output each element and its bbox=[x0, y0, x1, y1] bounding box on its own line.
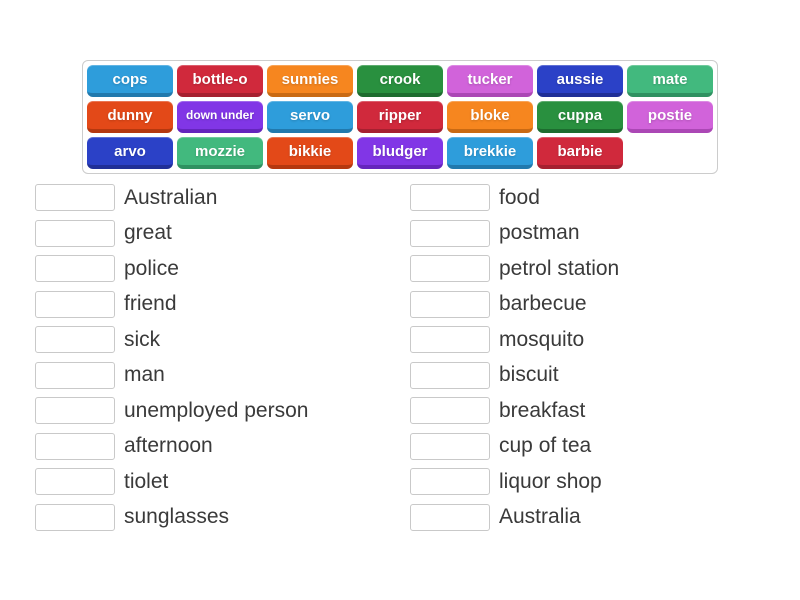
match-row: police bbox=[35, 255, 410, 282]
answer-slot-australia[interactable] bbox=[410, 503, 490, 531]
word-tile-barbie[interactable]: barbie bbox=[537, 137, 623, 169]
answer-slot-unemployed-person[interactable] bbox=[35, 397, 115, 424]
definition-label: mosquito bbox=[499, 327, 585, 351]
word-tile-sunnies[interactable]: sunnies bbox=[267, 65, 353, 97]
word-tile-crook[interactable]: crook bbox=[357, 65, 443, 97]
match-row: food bbox=[410, 184, 785, 211]
match-row: tiolet bbox=[35, 468, 410, 495]
definition-label: cup of tea bbox=[499, 434, 592, 457]
answer-slot-petrol-station[interactable] bbox=[410, 255, 490, 282]
definition-label: food bbox=[499, 185, 540, 209]
match-row: afternoon bbox=[35, 432, 410, 460]
answer-slot-breakfast[interactable] bbox=[410, 397, 490, 424]
word-tile-aussie[interactable]: aussie bbox=[537, 65, 623, 97]
match-row: sick bbox=[35, 326, 410, 353]
word-tile-tucker[interactable]: tucker bbox=[447, 65, 533, 97]
definition-label: biscuit bbox=[499, 363, 559, 386]
definition-label: postman bbox=[499, 221, 580, 244]
tile-row-3: arvo mozzie bikkie bludger brekkie barbi… bbox=[87, 137, 713, 169]
definition-label: afternoon bbox=[124, 434, 213, 457]
answer-slot-mosquito[interactable] bbox=[410, 326, 490, 353]
answer-slot-biscuit[interactable] bbox=[410, 361, 490, 389]
match-row: biscuit bbox=[410, 361, 785, 389]
answer-slot-liquor-shop[interactable] bbox=[410, 468, 490, 495]
match-row: liquor shop bbox=[410, 468, 785, 495]
match-row: great bbox=[35, 219, 410, 247]
answer-slot-friend[interactable] bbox=[35, 290, 115, 318]
word-tile-postie[interactable]: postie bbox=[627, 101, 713, 133]
answer-slot-food[interactable] bbox=[410, 184, 490, 211]
match-row: breakfast bbox=[410, 397, 785, 424]
match-row: unemployed person bbox=[35, 397, 410, 424]
word-tile-bikkie[interactable]: bikkie bbox=[267, 137, 353, 169]
answer-slot-afternoon[interactable] bbox=[35, 432, 115, 460]
match-column-right: food postman petrol station barbecue mos… bbox=[410, 184, 785, 539]
answer-slot-police[interactable] bbox=[35, 255, 115, 282]
definition-label: friend bbox=[124, 292, 177, 315]
answer-slot-man[interactable] bbox=[35, 361, 115, 389]
match-row: barbecue bbox=[410, 290, 785, 318]
tile-row-2: dunny down under servo ripper bloke cupp… bbox=[87, 101, 713, 133]
match-column-left: Australian great police friend sick man bbox=[35, 184, 410, 539]
definition-label: barbecue bbox=[499, 292, 587, 315]
definition-label: liquor shop bbox=[499, 469, 602, 493]
word-tile-ripper[interactable]: ripper bbox=[357, 101, 443, 133]
word-tile-cuppa[interactable]: cuppa bbox=[537, 101, 623, 133]
definition-label: tiolet bbox=[124, 469, 169, 493]
word-tile-brekkie[interactable]: brekkie bbox=[447, 137, 533, 169]
answer-slot-barbecue[interactable] bbox=[410, 290, 490, 318]
word-tile-tray: cops bottle-o sunnies crook tucker aussi… bbox=[82, 60, 718, 174]
word-tile-down-under[interactable]: down under bbox=[177, 101, 263, 133]
answer-slot-sunglasses[interactable] bbox=[35, 503, 115, 531]
word-tile-servo[interactable]: servo bbox=[267, 101, 353, 133]
answer-slot-postman[interactable] bbox=[410, 219, 490, 247]
word-tile-dunny[interactable]: dunny bbox=[87, 101, 173, 133]
match-row: sunglasses bbox=[35, 503, 410, 531]
answer-slot-cup-of-tea[interactable] bbox=[410, 432, 490, 460]
word-tile-mate[interactable]: mate bbox=[627, 65, 713, 97]
definition-label: petrol station bbox=[499, 256, 620, 280]
word-tile-bloke[interactable]: bloke bbox=[447, 101, 533, 133]
definition-label: sunglasses bbox=[124, 505, 230, 528]
match-row: Australian bbox=[35, 184, 410, 211]
definition-label: unemployed person bbox=[124, 398, 309, 422]
definition-label: man bbox=[124, 363, 165, 386]
match-row: Australia bbox=[410, 503, 785, 531]
answer-slot-tiolet[interactable] bbox=[35, 468, 115, 495]
tile-row-1: cops bottle-o sunnies crook tucker aussi… bbox=[87, 65, 713, 97]
answer-slot-australian[interactable] bbox=[35, 184, 115, 211]
word-tile-bludger[interactable]: bludger bbox=[357, 137, 443, 169]
word-tile-cops[interactable]: cops bbox=[87, 65, 173, 97]
word-tile-arvo[interactable]: arvo bbox=[87, 137, 173, 169]
definition-label: sick bbox=[124, 327, 161, 351]
match-row: mosquito bbox=[410, 326, 785, 353]
word-tile-mozzie[interactable]: mozzie bbox=[177, 137, 263, 169]
answer-slot-sick[interactable] bbox=[35, 326, 115, 353]
definition-label: police bbox=[124, 256, 179, 280]
word-tile-bottle-o[interactable]: bottle-o bbox=[177, 65, 263, 97]
answer-slot-great[interactable] bbox=[35, 219, 115, 247]
match-row: friend bbox=[35, 290, 410, 318]
match-row: postman bbox=[410, 219, 785, 247]
match-row: petrol station bbox=[410, 255, 785, 282]
definition-label: great bbox=[124, 221, 172, 244]
match-row: man bbox=[35, 361, 410, 389]
match-area: Australian great police friend sick man bbox=[35, 184, 785, 539]
match-row: cup of tea bbox=[410, 432, 785, 460]
definition-label: Australian bbox=[124, 185, 218, 209]
definition-label: Australia bbox=[499, 505, 581, 528]
definition-label: breakfast bbox=[499, 398, 586, 422]
